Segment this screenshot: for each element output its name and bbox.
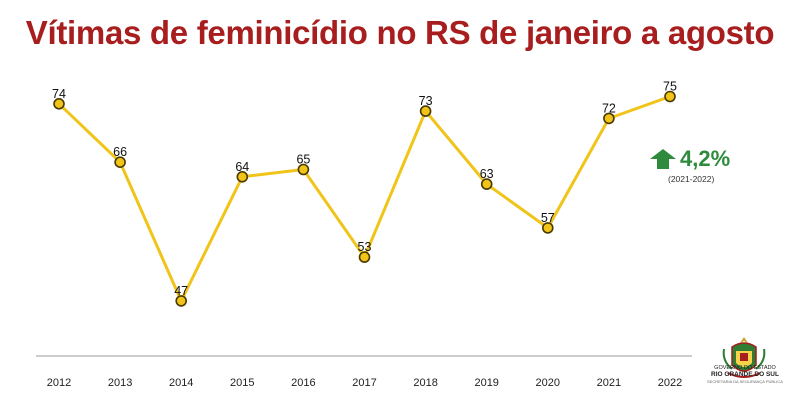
series-line bbox=[57, 95, 671, 303]
data-label: 47 bbox=[174, 284, 188, 298]
x-tick-label: 2018 bbox=[413, 377, 437, 389]
data-label: 72 bbox=[602, 101, 616, 115]
data-point bbox=[358, 251, 371, 263]
data-point bbox=[53, 98, 65, 110]
data-label: 66 bbox=[113, 145, 127, 159]
x-tick-label: 2013 bbox=[108, 377, 132, 389]
logo-line3: SECRETARIA DA SEGURANÇA PÚBLICA bbox=[707, 379, 783, 384]
x-tick-label: 2017 bbox=[352, 377, 376, 389]
data-label: 65 bbox=[296, 153, 310, 167]
data-point bbox=[236, 171, 249, 183]
x-tick-label: 2015 bbox=[230, 377, 254, 389]
change-indicator: 4,2% (2021-2022) bbox=[650, 146, 750, 184]
data-point bbox=[541, 222, 554, 234]
state-coat-of-arms-logo bbox=[722, 337, 766, 378]
data-point bbox=[419, 105, 432, 117]
x-tick-label: 2019 bbox=[474, 377, 498, 389]
arrow-up-icon bbox=[650, 149, 676, 169]
change-value: 4,2% bbox=[680, 146, 731, 171]
data-point bbox=[297, 163, 310, 176]
data-point bbox=[480, 178, 493, 190]
state-logo-text: GOVERNO DO ESTADO RIO GRANDE DO SUL SECR… bbox=[700, 365, 790, 384]
chart-title: Vítimas de feminicídio no RS de janeiro … bbox=[25, 14, 775, 51]
data-label: 53 bbox=[358, 240, 372, 254]
data-label: 63 bbox=[480, 167, 494, 181]
logo-line1: GOVERNO DO ESTADO bbox=[714, 365, 776, 371]
data-point bbox=[175, 295, 187, 307]
data-label: 64 bbox=[235, 160, 249, 174]
x-tick-label: 2021 bbox=[597, 377, 621, 389]
x-tick-label: 2012 bbox=[47, 377, 71, 389]
change-period: (2021-2022) bbox=[668, 174, 715, 184]
data-point bbox=[664, 90, 676, 103]
x-tick-label: 2022 bbox=[658, 377, 682, 389]
data-label: 57 bbox=[541, 211, 555, 225]
data-label: 75 bbox=[663, 80, 677, 94]
data-label: 73 bbox=[419, 94, 433, 108]
logo-line2: RIO GRANDE DO SUL bbox=[711, 370, 779, 378]
data-label: 74 bbox=[52, 87, 66, 101]
data-point bbox=[603, 112, 615, 125]
x-tick-label: 2016 bbox=[291, 377, 315, 389]
x-tick-label: 2020 bbox=[536, 377, 560, 389]
data-point bbox=[114, 156, 126, 168]
x-tick-label: 2014 bbox=[169, 377, 193, 389]
